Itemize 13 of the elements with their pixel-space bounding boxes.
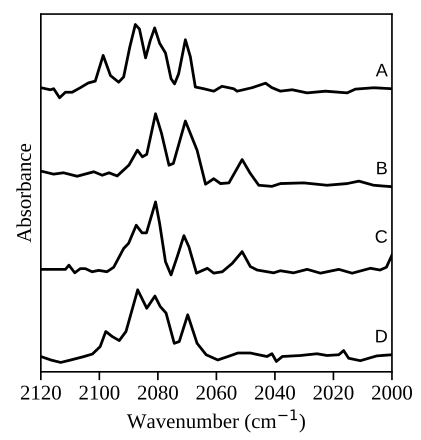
x-tick-label: 2100: [79, 386, 120, 400]
series-label: A: [376, 64, 388, 76]
series-label: D: [376, 330, 387, 342]
x-axis-title: Wavenumber (cm$^{−1}$): [126, 409, 305, 432]
x-tick-label: 2080: [138, 386, 178, 400]
x-tick-label: 2000: [372, 386, 412, 400]
y-axis-title: Absorbance: [16, 144, 32, 242]
x-tick-label: 2020: [314, 386, 354, 400]
x-tick-label: 2060: [196, 386, 236, 400]
series-label: B: [377, 162, 387, 174]
x-tick-label: 2040: [254, 386, 295, 400]
x-tick-label: 2120: [20, 386, 61, 400]
series-label: C: [376, 230, 388, 243]
